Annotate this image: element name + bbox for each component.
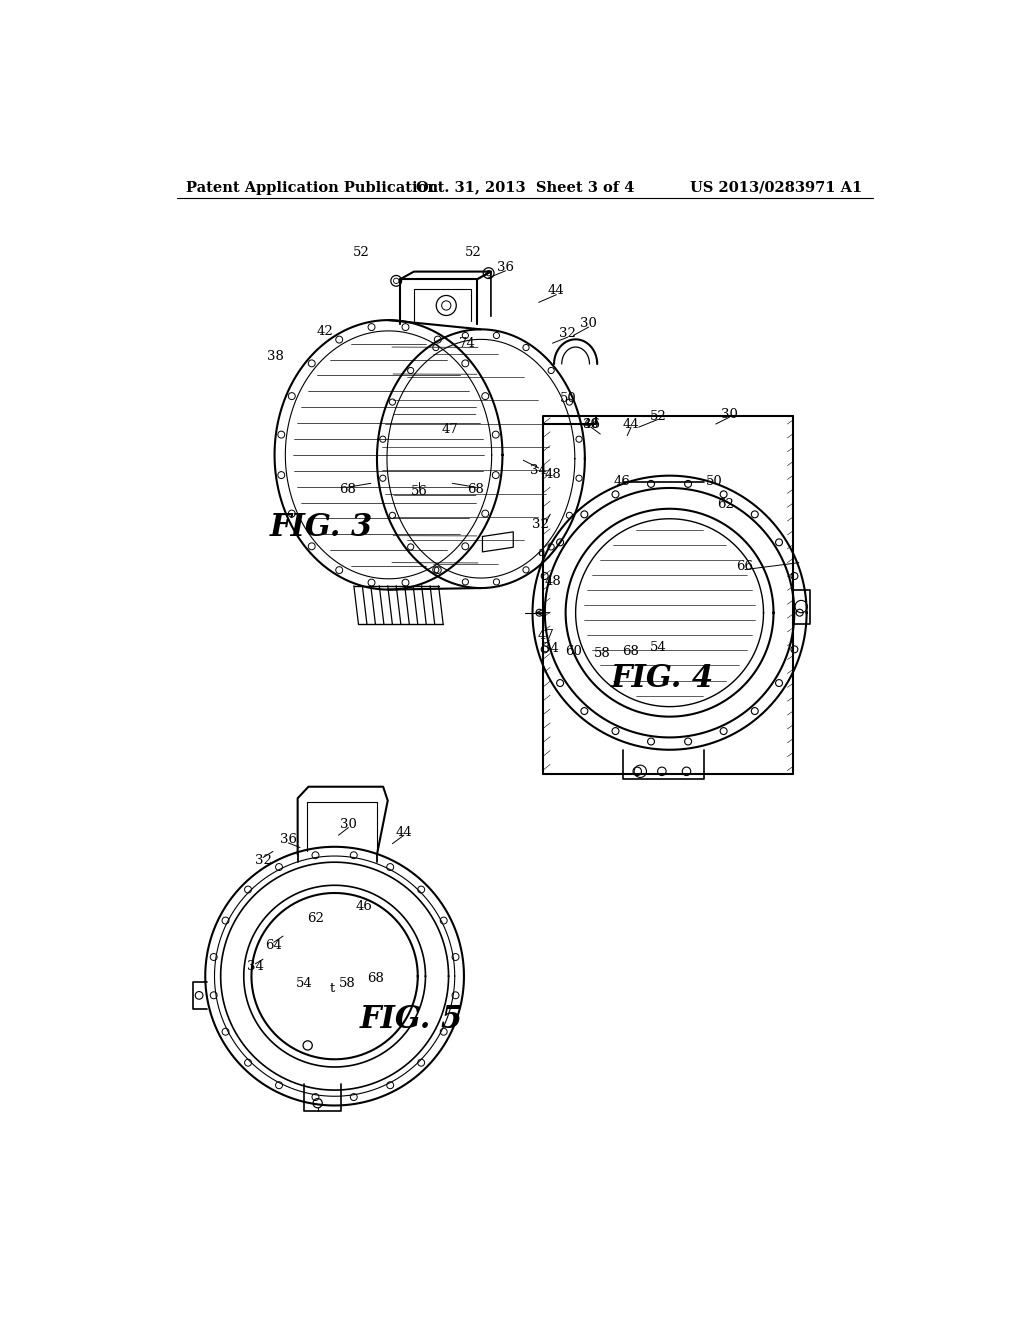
Text: 30: 30 — [721, 408, 738, 421]
Text: 54: 54 — [649, 640, 667, 653]
Text: 46: 46 — [613, 475, 630, 488]
Text: 52: 52 — [465, 246, 481, 259]
Text: 30: 30 — [340, 818, 357, 832]
Text: 44: 44 — [395, 825, 413, 838]
Text: 30: 30 — [581, 317, 597, 330]
Text: 62: 62 — [718, 499, 734, 511]
Text: 52: 52 — [649, 409, 667, 422]
Text: 58: 58 — [594, 647, 611, 660]
Text: 47: 47 — [441, 422, 459, 436]
Text: Oct. 31, 2013  Sheet 3 of 4: Oct. 31, 2013 Sheet 3 of 4 — [416, 181, 634, 194]
Text: 68: 68 — [339, 483, 356, 496]
Text: FIG. 3: FIG. 3 — [270, 512, 373, 544]
Text: FIG. 5: FIG. 5 — [360, 1003, 463, 1035]
Text: 34: 34 — [530, 463, 547, 477]
Text: 32: 32 — [559, 327, 577, 341]
Text: a: a — [537, 546, 545, 560]
Text: 36: 36 — [497, 261, 514, 275]
Text: 66: 66 — [736, 560, 754, 573]
Text: 54: 54 — [296, 977, 312, 990]
Text: 44: 44 — [548, 284, 565, 297]
Text: 60: 60 — [565, 644, 582, 657]
Text: 42: 42 — [316, 325, 333, 338]
Text: 36: 36 — [280, 833, 297, 846]
Text: 40: 40 — [583, 417, 599, 430]
Text: 58: 58 — [339, 977, 356, 990]
Text: 74: 74 — [459, 337, 475, 350]
Text: 52: 52 — [353, 246, 370, 259]
Text: 36: 36 — [583, 417, 599, 430]
Text: t: t — [330, 982, 335, 995]
Text: 68: 68 — [367, 972, 384, 985]
Text: 32: 32 — [531, 517, 549, 531]
Text: 62: 62 — [307, 912, 324, 925]
Text: FIG. 4: FIG. 4 — [610, 663, 714, 693]
Text: 46: 46 — [355, 900, 373, 913]
Text: 32: 32 — [255, 854, 271, 867]
Text: 48: 48 — [544, 467, 561, 480]
Text: 34: 34 — [542, 643, 559, 656]
Text: 47: 47 — [538, 630, 555, 643]
Text: 68: 68 — [623, 644, 640, 657]
Text: 64: 64 — [265, 939, 283, 952]
Text: Patent Application Publication: Patent Application Publication — [186, 181, 438, 194]
Text: 44: 44 — [623, 417, 639, 430]
Text: 50: 50 — [559, 392, 577, 405]
Text: 48: 48 — [544, 576, 561, 589]
Text: 34: 34 — [247, 961, 264, 973]
Text: 38: 38 — [267, 350, 284, 363]
Text: 56: 56 — [411, 484, 428, 498]
Text: US 2013/0283971 A1: US 2013/0283971 A1 — [690, 181, 862, 194]
Text: 50: 50 — [706, 475, 723, 488]
Text: 68: 68 — [467, 483, 484, 496]
